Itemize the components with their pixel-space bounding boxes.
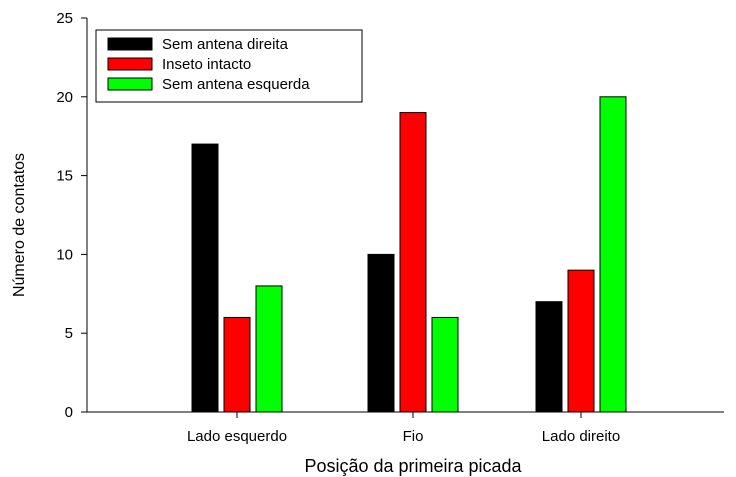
y-tick-label: 15 <box>56 168 73 185</box>
y-axis-title: Número de contatos <box>11 153 28 297</box>
legend-swatch <box>107 77 153 91</box>
y-tick-label: 25 <box>56 10 73 27</box>
legend: Sem antena direita Inseto intacto Sem ante… <box>95 29 363 103</box>
bar <box>431 316 459 413</box>
legend-swatch <box>107 57 153 71</box>
x-tick-label: Fio <box>403 428 424 445</box>
y-tick-label: 5 <box>65 325 73 342</box>
x-axis-title: Posição da primeira picada <box>304 456 522 476</box>
bar <box>567 269 595 413</box>
bar <box>223 316 251 413</box>
x-tick-label: Lado direito <box>542 428 620 445</box>
legend-label: Inseto intacto <box>162 56 251 73</box>
y-tick-label: 20 <box>56 89 73 106</box>
legend-label: Sem antena direita <box>162 36 289 53</box>
y-tick-label: 0 <box>65 404 73 421</box>
bar <box>191 143 219 413</box>
bar <box>255 285 283 413</box>
axes: 0 5 10 15 20 25 Lado esquerdo Fio Lado direito <box>56 10 724 445</box>
y-tick-label: 10 <box>56 246 73 263</box>
legend-swatch <box>107 37 153 51</box>
bar <box>535 301 563 413</box>
bar <box>399 112 427 413</box>
legend-label: Sem antena esquerda <box>162 76 310 93</box>
bar <box>367 253 395 413</box>
bars <box>191 96 627 413</box>
bar <box>599 96 627 413</box>
x-tick-label: Lado esquerdo <box>187 428 287 445</box>
